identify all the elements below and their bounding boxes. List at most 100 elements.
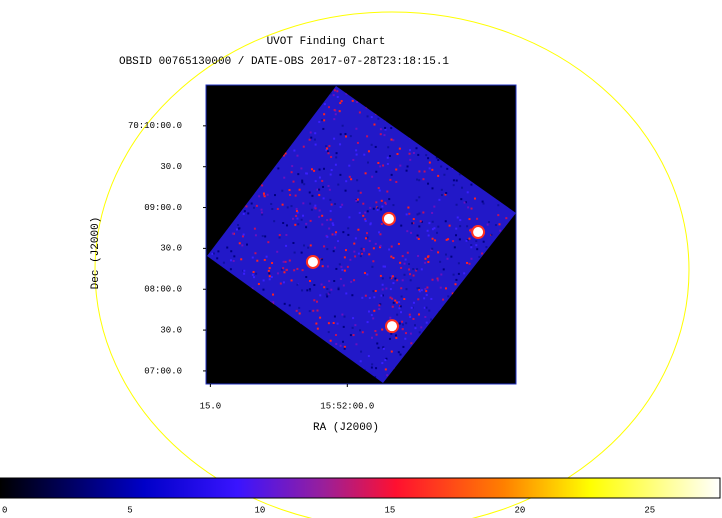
noise-pixel (316, 327, 319, 330)
noise-pixel (333, 315, 336, 318)
noise-pixel (408, 313, 411, 316)
noise-pixel (410, 342, 413, 345)
noise-pixel (431, 237, 434, 240)
noise-pixel (268, 267, 271, 270)
noise-pixel (303, 244, 306, 247)
noise-pixel (276, 250, 279, 253)
noise-pixel (498, 223, 501, 226)
colorbar (0, 477, 721, 499)
noise-pixel (318, 209, 321, 212)
noise-pixel (263, 195, 266, 198)
noise-pixel (241, 235, 244, 238)
noise-pixel (323, 103, 326, 106)
noise-pixel (379, 233, 382, 236)
noise-pixel (345, 180, 348, 183)
noise-pixel (399, 311, 402, 314)
noise-pixel (417, 153, 420, 156)
noise-pixel (246, 243, 249, 246)
noise-pixel (459, 219, 462, 222)
chart-subtitle: OBSID 00765130000 / DATE-OBS 2017-07-28T… (119, 56, 449, 68)
noise-pixel (418, 196, 421, 199)
noise-pixel (313, 138, 316, 141)
y-axis-label: Dec (J2000) (90, 217, 102, 290)
y-tick-label: 70:10:00.0 (128, 121, 182, 131)
noise-pixel (418, 313, 421, 316)
noise-pixel (450, 255, 453, 258)
noise-pixel (397, 242, 400, 245)
noise-pixel (373, 123, 376, 126)
noise-pixel (425, 321, 428, 324)
noise-pixel (372, 260, 375, 263)
noise-pixel (242, 233, 245, 236)
noise-pixel (313, 299, 316, 302)
noise-pixel (292, 217, 295, 220)
noise-pixel (499, 229, 502, 232)
noise-pixel (296, 154, 299, 157)
noise-pixel (314, 180, 317, 183)
noise-pixel (359, 329, 362, 332)
noise-pixel (359, 191, 362, 194)
noise-pixel (292, 180, 295, 183)
noise-pixel (446, 257, 449, 260)
noise-pixel (403, 273, 406, 276)
noise-pixel (426, 229, 429, 232)
noise-pixel (341, 268, 344, 271)
noise-pixel (282, 221, 285, 224)
noise-pixel (326, 248, 329, 251)
noise-pixel (332, 322, 335, 325)
noise-pixel (309, 219, 312, 222)
noise-pixel (459, 225, 462, 228)
noise-pixel (389, 276, 392, 279)
noise-pixel (392, 139, 395, 142)
noise-pixel (329, 173, 332, 176)
noise-pixel (339, 173, 342, 176)
noise-pixel (337, 183, 340, 186)
noise-pixel (386, 156, 389, 159)
y-tick-label: 07:00.0 (144, 366, 182, 376)
noise-pixel (420, 289, 423, 292)
noise-pixel (414, 324, 417, 327)
noise-pixel (321, 179, 324, 182)
noise-pixel (233, 255, 236, 258)
noise-pixel (348, 216, 351, 219)
noise-pixel (368, 240, 371, 243)
noise-pixel (405, 169, 408, 172)
noise-pixel (374, 145, 377, 148)
noise-pixel (401, 328, 404, 331)
noise-pixel (455, 234, 458, 237)
noise-pixel (391, 305, 394, 308)
noise-pixel (293, 251, 296, 254)
noise-pixel (405, 322, 408, 325)
noise-pixel (245, 205, 248, 208)
noise-pixel (306, 289, 309, 292)
noise-pixel (405, 213, 408, 216)
noise-pixel (335, 156, 338, 159)
noise-pixel (381, 283, 384, 286)
noise-pixel (301, 179, 304, 182)
noise-pixel (385, 357, 388, 360)
noise-pixel (363, 153, 366, 156)
noise-pixel (466, 225, 469, 228)
noise-pixel (279, 282, 282, 285)
noise-pixel (418, 179, 421, 182)
noise-pixel (455, 203, 458, 206)
noise-pixel (349, 334, 352, 337)
noise-pixel (425, 154, 428, 157)
colorbar-tick-label: 15 (384, 505, 395, 515)
noise-pixel (408, 152, 411, 155)
noise-pixel (298, 312, 301, 315)
noise-pixel (404, 258, 407, 261)
noise-pixel (467, 206, 470, 209)
noise-pixel (400, 287, 403, 290)
noise-pixel (430, 297, 433, 300)
noise-pixel (380, 294, 383, 297)
noise-pixel (334, 233, 337, 236)
noise-pixel (285, 244, 288, 247)
noise-pixel (423, 306, 426, 309)
noise-pixel (451, 292, 454, 295)
noise-pixel (319, 316, 322, 319)
noise-pixel (398, 307, 401, 310)
noise-pixel (238, 227, 241, 230)
noise-pixel (368, 297, 371, 300)
noise-pixel (364, 218, 367, 221)
